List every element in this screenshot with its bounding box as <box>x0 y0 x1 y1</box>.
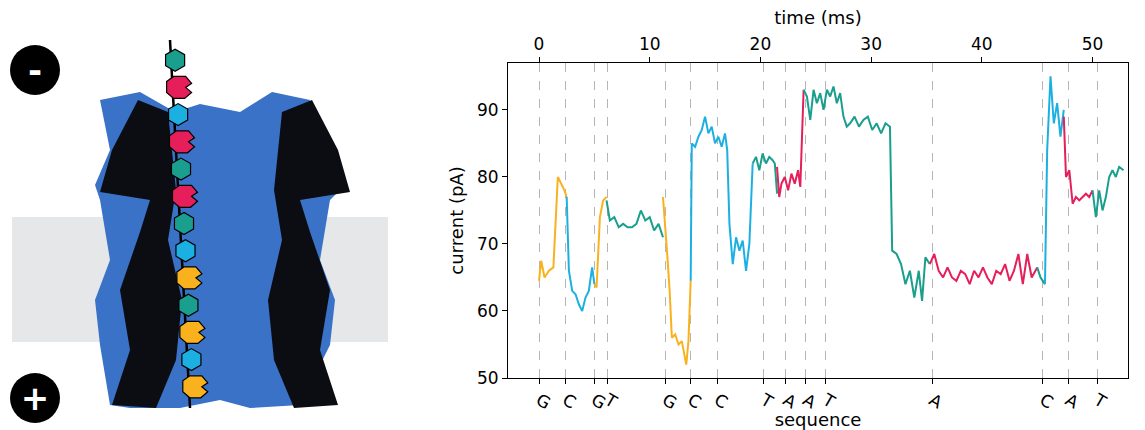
svg-text:A: A <box>1062 389 1082 412</box>
svg-text:G: G <box>533 389 554 413</box>
svg-text:C: C <box>711 389 731 412</box>
svg-text:70: 70 <box>477 234 499 254</box>
svg-text:T: T <box>819 389 839 412</box>
svg-text:G: G <box>588 389 609 413</box>
svg-text:current (pA): current (pA) <box>446 166 467 274</box>
svg-text:A: A <box>800 389 820 412</box>
svg-text:C: C <box>684 389 704 412</box>
svg-text:A: A <box>780 389 800 412</box>
svg-text:30: 30 <box>860 34 882 54</box>
svg-text:T: T <box>1090 389 1110 412</box>
svg-text:50: 50 <box>477 368 499 388</box>
svg-text:C: C <box>559 389 579 412</box>
svg-text:0: 0 <box>534 34 545 54</box>
svg-text:G: G <box>659 389 680 413</box>
svg-text:T: T <box>757 389 777 412</box>
svg-text:50: 50 <box>1082 34 1104 54</box>
svg-text:20: 20 <box>750 34 772 54</box>
svg-text:10: 10 <box>639 34 661 54</box>
svg-text:80: 80 <box>477 167 499 187</box>
svg-text:C: C <box>1037 389 1057 412</box>
svg-text:-: - <box>28 50 42 90</box>
svg-text:A: A <box>926 389 946 412</box>
svg-text:90: 90 <box>477 100 499 120</box>
svg-text:40: 40 <box>971 34 993 54</box>
svg-text:60: 60 <box>477 301 499 321</box>
svg-text:sequence: sequence <box>775 409 862 430</box>
svg-text:T: T <box>601 389 621 412</box>
svg-text:time (ms): time (ms) <box>774 7 861 28</box>
svg-text:+: + <box>21 378 50 418</box>
